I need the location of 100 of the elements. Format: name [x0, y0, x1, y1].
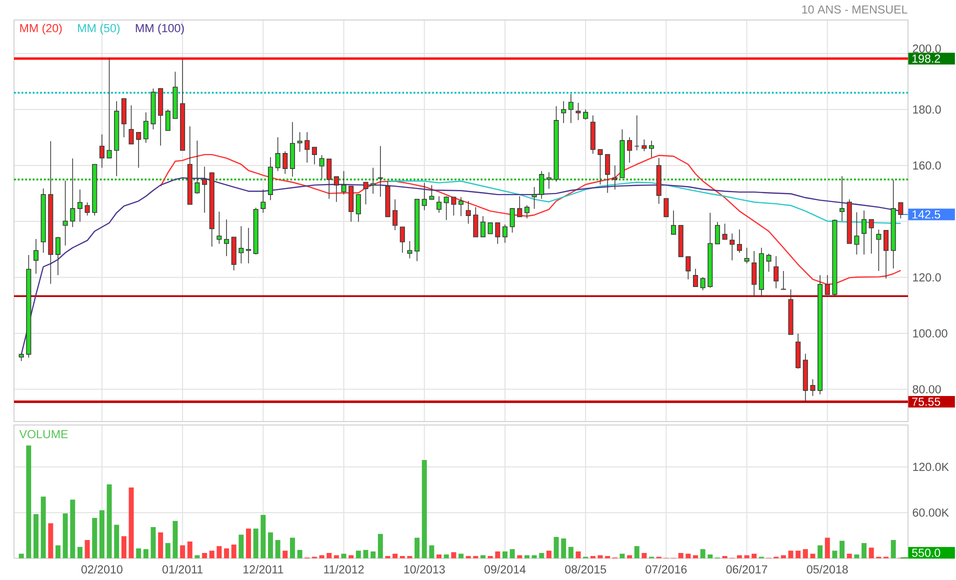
bar [554, 536, 559, 558]
bar [348, 555, 354, 558]
bar [165, 543, 170, 558]
chart-title: VOLUME [19, 430, 68, 438]
candlestick [268, 156, 274, 201]
candlestick [802, 353, 808, 402]
bar [890, 540, 896, 558]
bar [378, 534, 383, 558]
y-tick-label: 120.0K [913, 462, 949, 471]
bar [319, 555, 324, 558]
bar [846, 554, 852, 558]
bar [224, 548, 230, 558]
candlestick [539, 170, 544, 200]
bar [818, 545, 823, 558]
bar [172, 520, 178, 558]
candlestick [561, 100, 566, 124]
y-tick-label: 200.0 [912, 44, 941, 53]
bar [341, 554, 346, 558]
text: MM (100) [136, 24, 184, 35]
bar [209, 550, 214, 558]
bar [414, 538, 420, 558]
y-tick-label: 80.00 [912, 385, 941, 394]
bar [136, 548, 142, 558]
bar [495, 551, 500, 558]
bar [194, 555, 200, 558]
bar [114, 524, 120, 558]
bar [121, 536, 126, 558]
bar [634, 546, 640, 558]
candlestick [392, 198, 398, 231]
candlestick [246, 227, 252, 264]
candlestick [736, 229, 742, 254]
bar [458, 554, 464, 558]
bar [598, 555, 603, 558]
bar [370, 551, 376, 558]
bar [862, 543, 867, 558]
bar [77, 546, 82, 558]
bar [202, 552, 208, 558]
x-tick-label: 09/2014 [484, 564, 526, 574]
candlestick [818, 274, 823, 395]
candlestick [502, 224, 508, 244]
candlestick [752, 250, 757, 297]
x-tick-label: 10/2013 [404, 564, 445, 574]
bar [253, 528, 258, 558]
candlestick [774, 256, 779, 289]
candlestick [568, 93, 574, 124]
bar [854, 554, 860, 558]
bar [752, 554, 757, 558]
text: MM (50) [78, 24, 120, 35]
bar [736, 555, 742, 558]
bar [678, 552, 684, 558]
candlestick [890, 180, 896, 269]
bar [802, 549, 808, 558]
candlestick [282, 150, 288, 174]
candlestick [370, 167, 376, 194]
bar [788, 550, 794, 558]
bar [480, 555, 486, 558]
bar [693, 555, 698, 558]
bar [392, 554, 398, 558]
bar [290, 538, 295, 558]
bar [70, 500, 76, 558]
bar [363, 550, 368, 558]
chart-subtitle: 10 ANS - MENSUEL [802, 5, 908, 14]
bar [546, 550, 552, 558]
bar [26, 446, 32, 558]
candlestick [862, 210, 867, 255]
y-tick-label: 100.00 [913, 329, 948, 338]
bar [576, 551, 581, 558]
bar [84, 540, 90, 558]
bar [334, 555, 339, 558]
candlestick [854, 212, 860, 255]
x-tick-label: 12/2011 [244, 564, 284, 574]
bar [92, 518, 98, 558]
bar [451, 552, 456, 558]
candlestick [224, 219, 230, 257]
candlestick [99, 134, 104, 168]
candlestick [304, 132, 310, 164]
bar [356, 550, 361, 558]
bar [231, 544, 236, 558]
bar [517, 555, 522, 558]
bar [128, 487, 134, 558]
candlestick [436, 196, 442, 214]
bar [48, 523, 54, 558]
y-tick-label: 160.0 [913, 161, 941, 170]
bar [744, 555, 750, 558]
candlestick [422, 182, 427, 211]
annotation: 550.0 [912, 548, 940, 557]
candlestick [656, 158, 662, 204]
bar [708, 554, 713, 558]
bar [568, 546, 574, 558]
candlestick [458, 196, 464, 217]
candlestick [546, 172, 552, 190]
bar [246, 528, 251, 558]
bar [40, 496, 46, 558]
candlestick [627, 136, 632, 164]
x-tick-label: 11/2012 [324, 564, 364, 574]
bar [275, 540, 280, 558]
bar [642, 552, 647, 558]
bar [62, 513, 68, 558]
bar [143, 549, 148, 558]
bar [627, 555, 632, 558]
